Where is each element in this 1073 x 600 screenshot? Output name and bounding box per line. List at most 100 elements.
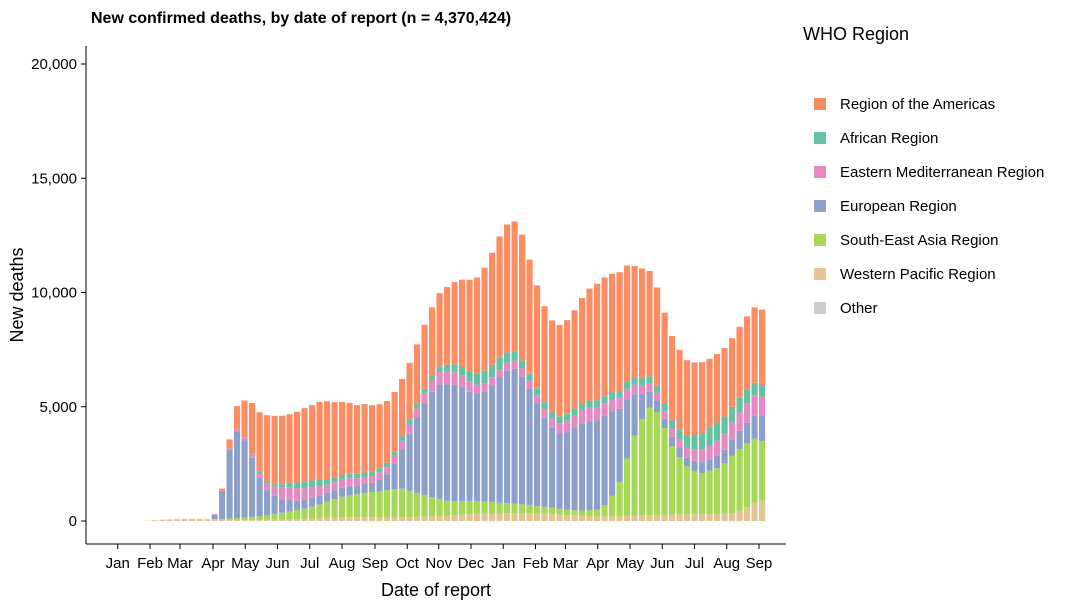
bar-segment-african-region-41 — [429, 375, 436, 381]
bar-segment-african-region-83 — [744, 389, 751, 404]
bar-segment-european-region-63 — [594, 420, 601, 510]
bar-segment-south-east-asia-region-50 — [496, 502, 503, 514]
bar-segment-south-east-asia-region-30 — [346, 495, 353, 518]
bar-segment-region-of-the-americas-26 — [316, 401, 323, 480]
bar-segment-south-east-asia-region-58 — [556, 508, 563, 515]
bar-segment-western-pacific-region-19 — [264, 519, 271, 521]
bar-segment-region-of-the-americas-81 — [729, 338, 736, 407]
bar-segment-african-region-78 — [706, 427, 713, 446]
bar-segment-european-region-76 — [691, 460, 698, 471]
bar-segment-western-pacific-region-12 — [211, 519, 218, 521]
x-tick-label-12: Jan — [491, 555, 515, 572]
bar-segment-region-of-the-americas-46 — [466, 279, 473, 372]
bar-segment-african-region-82 — [736, 397, 743, 413]
bar-segment-region-of-the-americas-60 — [571, 310, 578, 409]
bar-segment-african-region-37 — [399, 436, 406, 441]
bar-segment-eastern-mediterranean-region-41 — [429, 380, 436, 392]
x-tick-label-8: Sep — [362, 555, 389, 572]
bar-segment-western-pacific-region-61 — [579, 515, 586, 521]
bar-segment-western-pacific-region-35 — [384, 517, 391, 521]
bar-segment-region-of-the-americas-40 — [421, 324, 428, 389]
y-tick-label-2: 10,000 — [31, 285, 77, 302]
bar-segment-european-region-17 — [249, 457, 256, 518]
bar-segment-region-of-the-americas-71 — [654, 287, 661, 386]
bar-segment-region-of-the-americas-39 — [414, 344, 421, 404]
bar-segment-western-pacific-region-26 — [316, 518, 323, 521]
bar-segment-south-east-asia-region-74 — [676, 457, 683, 515]
bar-segment-african-region-20 — [271, 484, 278, 487]
x-tick-label-20: Sep — [746, 555, 773, 572]
bar-segment-region-of-the-americas-79 — [714, 353, 721, 423]
bar-segment-region-of-the-americas-78 — [706, 358, 713, 428]
bar-segment-eastern-mediterranean-region-62 — [586, 407, 593, 422]
bar-segment-south-east-asia-region-22 — [286, 511, 293, 520]
bar-segment-african-region-58 — [556, 416, 563, 424]
bar-segment-western-pacific-region-71 — [654, 514, 661, 521]
x-tick-label-2: Mar — [167, 555, 193, 572]
bar-segment-south-east-asia-region-67 — [624, 458, 631, 516]
bar-segment-western-pacific-region-77 — [699, 514, 706, 521]
bar-segment-african-region-75 — [684, 435, 691, 447]
bar-segment-western-pacific-region-39 — [414, 516, 421, 521]
bar-segment-european-region-78 — [706, 459, 713, 471]
bar-segment-european-region-85 — [759, 415, 766, 442]
bar-segment-region-of-the-americas-30 — [346, 402, 353, 474]
bar-segment-african-region-30 — [346, 473, 353, 479]
bar-segment-eastern-mediterranean-region-53 — [519, 368, 526, 377]
bar-segment-south-east-asia-region-83 — [744, 443, 751, 508]
bar-segment-eastern-mediterranean-region-29 — [339, 479, 346, 488]
bar-segment-eastern-mediterranean-region-72 — [661, 410, 668, 419]
bar-segment-region-of-the-americas-21 — [279, 415, 286, 485]
bar-segment-south-east-asia-region-43 — [444, 500, 451, 516]
bar-segment-african-region-27 — [324, 478, 331, 485]
x-tick-label-14: Mar — [553, 555, 579, 572]
bar-segment-south-east-asia-region-40 — [421, 494, 428, 517]
bar-segment-western-pacific-region-42 — [436, 515, 443, 521]
bar-segment-eastern-mediterranean-region-71 — [654, 392, 661, 401]
bar-segment-region-of-the-americas-44 — [451, 281, 458, 365]
bar-segment-south-east-asia-region-57 — [549, 507, 556, 515]
bar-segment-european-region-72 — [661, 418, 668, 428]
bar-segment-western-pacific-region-41 — [429, 516, 436, 521]
bar-segment-region-of-the-americas-47 — [474, 277, 481, 374]
bar-segment-african-region-45 — [459, 366, 466, 376]
bar-segment-eastern-mediterranean-region-66 — [616, 397, 623, 409]
y-axis-ticks: 0 5,000 10,000 15,000 20,000 — [31, 56, 86, 530]
bar-segment-western-pacific-region-68 — [631, 515, 638, 521]
bar-segment-south-east-asia-region-54 — [526, 505, 533, 514]
x-tick-label-1: Feb — [137, 555, 163, 572]
y-tick-label-1: 5,000 — [39, 399, 77, 416]
legend-label-2: Eastern Mediterranean Region — [840, 164, 1044, 181]
bar-segment-region-of-the-americas-85 — [759, 309, 766, 386]
bar-segment-south-east-asia-region-33 — [369, 491, 376, 518]
bar-segment-african-region-18 — [256, 471, 263, 474]
bar-segment-african-region-22 — [286, 482, 293, 488]
bar-segment-region-of-the-americas-23 — [294, 411, 301, 483]
bar-segment-region-of-the-americas-34 — [376, 404, 383, 469]
bar-segment-african-region-16 — [241, 437, 248, 438]
bar-segment-western-pacific-region-18 — [256, 520, 263, 521]
bar-segment-african-region-74 — [676, 429, 683, 439]
bar-segment-european-region-55 — [534, 403, 541, 507]
bar-segment-eastern-mediterranean-region-55 — [534, 395, 541, 404]
bars-layer — [144, 221, 766, 521]
bar-segment-western-pacific-region-81 — [729, 513, 736, 521]
bar-segment-african-region-79 — [714, 422, 721, 441]
bar-segment-european-region-68 — [631, 394, 638, 436]
bar-segment-eastern-mediterranean-region-79 — [714, 440, 721, 456]
bar-segment-european-region-36 — [391, 463, 398, 490]
bar-segment-african-region-47 — [474, 373, 481, 385]
bar-segment-african-region-61 — [579, 403, 586, 410]
bar-segment-african-region-38 — [406, 420, 413, 425]
bar-segment-region-of-the-americas-20 — [271, 415, 278, 485]
legend-swatch-4 — [814, 234, 826, 246]
bar-segment-western-pacific-region-6 — [166, 519, 173, 521]
bar-segment-european-region-20 — [271, 495, 278, 515]
bar-segment-african-region-73 — [669, 420, 676, 429]
bar-segment-western-pacific-region-46 — [466, 514, 473, 521]
bar-segment-western-pacific-region-83 — [744, 507, 751, 521]
bar-segment-region-of-the-americas-35 — [384, 401, 391, 463]
bar-segment-eastern-mediterranean-region-22 — [286, 487, 293, 500]
bar-segment-western-pacific-region-32 — [361, 517, 368, 521]
